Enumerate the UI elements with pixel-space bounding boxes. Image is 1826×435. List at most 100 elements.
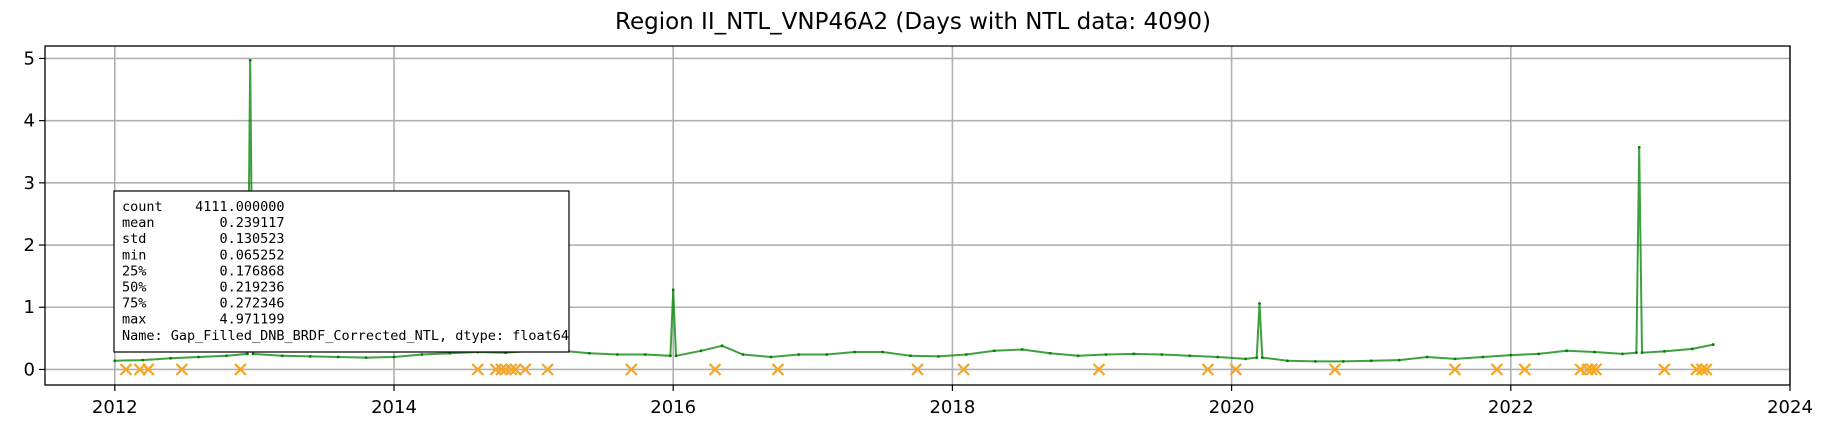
ntl-series-line [114,60,1714,363]
ntl-data-point [1397,358,1401,362]
gap-marker-stroke [541,363,554,376]
ntl-data-point [420,353,424,356]
gap-marker [541,363,554,376]
ntl-data-point [1481,355,1485,359]
gap-marker-stroke [1490,363,1504,376]
ntl-data-point [1286,359,1289,363]
y-tick-label: 3 [24,173,35,194]
ntl-data-point [643,353,647,356]
gap-marker-stroke [1448,363,1462,376]
gap-marker [175,363,189,376]
x-tick-label: 2012 [92,397,138,418]
y-tick-label: 1 [24,297,35,318]
ntl-data-point [1690,347,1694,351]
gap-marker-stroke [518,363,532,376]
ntl-data-point [308,354,312,358]
ntl-data-point [1635,351,1638,355]
ntl-data-point [1425,355,1429,359]
gap-marker [1589,363,1603,376]
ntl-data-point [1453,357,1457,361]
x-axis-ticks: 2012 2014 2016 2018 2020 2022 2024 [92,385,1813,418]
stats-line: 50% 0.219236 [122,280,285,296]
ntl-data-point [1637,145,1641,149]
ntl-data-point [280,354,284,358]
gap-marker-stroke [1092,363,1106,376]
ntl-data-point [909,354,912,358]
ntl-data-point [248,58,252,62]
ntl-data-point [1341,359,1345,363]
gap-marker [1490,363,1504,376]
gap-marker-stroke [1695,363,1709,376]
y-tick-label: 0 [24,359,35,380]
x-tick-label: 2018 [929,397,975,418]
gap-marker [708,363,722,376]
marker-layer [119,363,1713,376]
ntl-data-point [1369,359,1373,363]
ntl-data-point [141,358,145,362]
ntl-data-point [169,356,173,360]
stats-line: std 0.130523 [122,231,285,247]
gap-marker [495,363,508,376]
ntl-data-point [797,353,801,356]
ntl-data-point [615,353,619,356]
gap-marker-stroke [1229,363,1243,376]
ntl-data-point [1244,357,1247,361]
gap-marker-stroke [1699,363,1713,376]
ntl-data-point [937,354,940,358]
gap-marker-stroke [499,363,512,376]
gap-marker [1695,363,1709,376]
ntl-data-point [881,350,884,354]
ntl-data-point [1593,350,1596,354]
gap-marker-stroke [471,363,485,376]
ntl-data-point [1104,353,1108,356]
ntl-data-point [1662,350,1666,353]
gap-marker [1201,363,1215,376]
gap-marker-stroke [495,363,508,376]
gap-marker [1690,363,1703,376]
gap-marker [1518,363,1532,376]
gap-marker [1585,363,1599,376]
gap-marker-stroke [142,363,155,376]
ntl-data-point [741,353,745,356]
ntl-data-point [669,354,672,358]
gap-marker [518,363,532,376]
gap-marker-stroke [504,363,518,376]
gap-marker-stroke [708,363,722,376]
gap-marker-stroke [1518,363,1532,376]
ntl-data-point [1640,351,1644,355]
x-tick-label: 2024 [1767,397,1813,418]
gap-marker-stroke [1658,363,1671,376]
y-tick-label: 5 [24,48,35,69]
ntl-data-point [1537,352,1541,356]
gap-marker [1092,363,1106,376]
stats-line: mean 0.239117 [122,215,285,231]
gap-marker [119,363,133,376]
series-layer [113,58,1715,363]
ntl-data-point [825,353,829,356]
gap-marker-stroke [119,363,133,376]
gap-marker-stroke [771,363,785,376]
stats-line: 25% 0.176868 [122,263,285,279]
ntl-data-point [1565,349,1569,353]
gap-marker [625,363,638,376]
ntl-data-point [588,351,591,355]
gap-marker-stroke [489,363,503,376]
ntl-data-point [113,359,117,363]
gap-marker [911,363,924,376]
gap-marker [1448,363,1462,376]
stats-line: count 4111.000000 [122,199,285,215]
x-tick-label: 2022 [1488,397,1534,418]
ntl-data-point [992,349,996,353]
ntl-data-point [1188,354,1192,358]
ntl-data-point [964,353,968,356]
gap-marker [471,363,485,376]
ntl-data-point [1509,353,1513,357]
gap-marker-stroke [625,363,638,376]
ntl-data-point [225,354,228,358]
gap-marker [957,363,970,376]
ntl-data-point [1160,353,1164,356]
gap-marker-stroke [234,363,247,376]
gap-marker [771,363,785,376]
y-axis-ticks: 0 1 2 3 4 5 [24,48,45,380]
